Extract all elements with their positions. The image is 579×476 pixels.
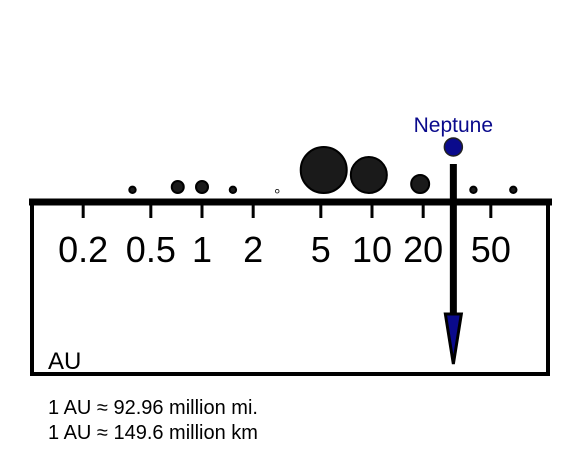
note-miles: 1 AU ≈ 92.96 million mi. — [48, 397, 258, 419]
planet-markers — [128, 146, 518, 195]
neptune-marker — [443, 137, 464, 157]
tick-label: 5 — [311, 229, 331, 270]
unit-label: AU — [48, 348, 81, 375]
tick-label: 1 — [192, 229, 212, 270]
tick-label: 10 — [352, 229, 392, 270]
note-kilometers: 1 AU ≈ 149.6 million km — [48, 422, 258, 444]
planet-marker-uranus — [410, 174, 431, 194]
planet-marker-saturn — [349, 156, 388, 194]
planet-marker-earth — [195, 180, 209, 194]
tick-label: 0.5 — [126, 229, 176, 270]
planet-marker-ceres — [275, 188, 280, 194]
pointer-arrow-head — [443, 312, 464, 365]
tick-label: 0.2 — [58, 229, 108, 270]
planet-marker-jupiter — [299, 146, 348, 194]
highlight-pointer: Neptune — [414, 114, 493, 365]
conversion-notes: 1 AU ≈ 92.96 million mi. 1 AU ≈ 149.6 mi… — [48, 396, 258, 446]
scale-frame — [30, 200, 550, 376]
tick-label: 50 — [471, 229, 511, 270]
tick-label: 20 — [403, 229, 443, 270]
planet-marker-pluto — [469, 185, 478, 195]
tick-marks: 0.2 0.5 1 2 5 10 20 50 — [58, 202, 511, 270]
tick-label: 2 — [243, 229, 263, 270]
planet-marker-eris — [509, 185, 518, 195]
neptune-label: Neptune — [414, 114, 493, 137]
planet-marker-mercury — [128, 185, 137, 195]
planet-marker-mars — [228, 185, 238, 195]
planet-marker-venus — [170, 180, 185, 194]
